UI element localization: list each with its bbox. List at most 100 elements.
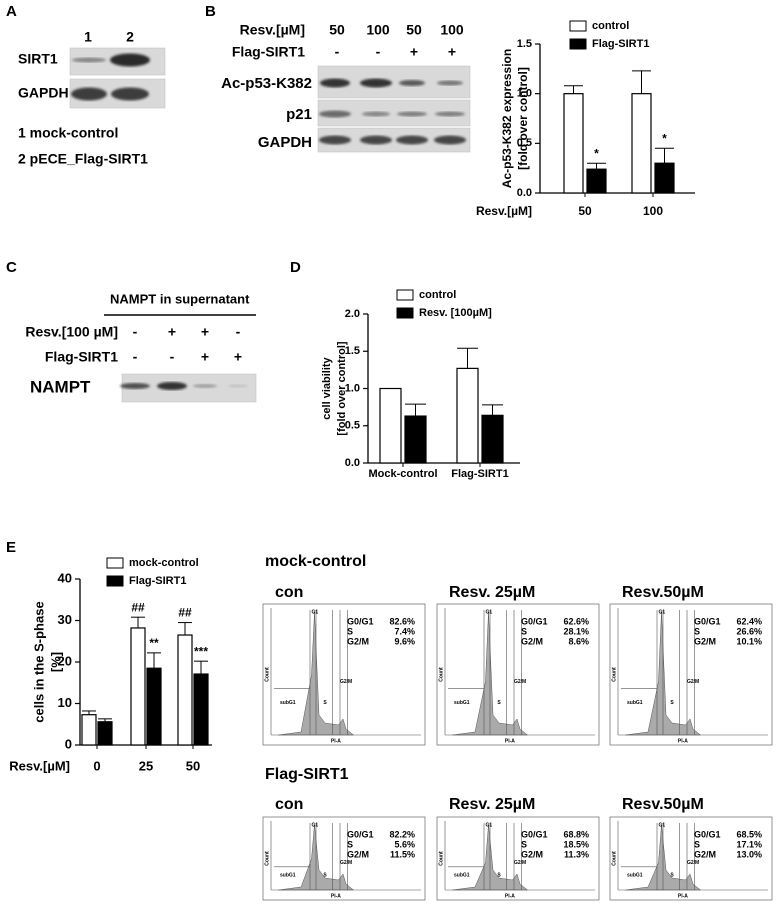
y-axis-label: Ac-p53-K382 expression xyxy=(500,49,514,188)
panel-letter: D xyxy=(290,259,301,276)
bar xyxy=(563,93,584,194)
row-label: NAMPT xyxy=(30,377,91,396)
plot-frame xyxy=(609,603,773,746)
stat-label: G0/G1 xyxy=(521,616,548,626)
stat-label: G2/M xyxy=(521,849,543,859)
legend-label: Resv. [100µM] xyxy=(419,307,492,319)
x-axis-label: Resv.[µM] xyxy=(476,204,532,218)
gate-label: G1 xyxy=(659,609,666,615)
panel-letter: E xyxy=(6,539,16,556)
error-bar xyxy=(131,616,145,628)
gate-label: subG1 xyxy=(454,700,470,706)
condition-value: - xyxy=(133,349,138,365)
error-bar xyxy=(147,652,161,669)
bar xyxy=(146,667,162,746)
blot-band xyxy=(399,80,425,86)
blot-band xyxy=(228,384,248,388)
stat-label: G0/G1 xyxy=(694,616,721,626)
stat-value: 5.6% xyxy=(394,839,415,849)
axis-label: Count xyxy=(611,851,617,866)
blot-band xyxy=(110,53,150,67)
condition-value: 50 xyxy=(329,22,345,38)
stat-label: G2/M xyxy=(347,849,369,859)
bar xyxy=(379,387,402,464)
group-title: Flag-SIRT1 xyxy=(265,766,349,783)
legend-label: mock-control xyxy=(129,557,199,569)
bar xyxy=(456,367,479,464)
legend-swatch xyxy=(106,575,124,587)
significance-mark: *** xyxy=(194,644,208,658)
bar xyxy=(586,168,607,194)
error-bar xyxy=(482,404,503,416)
gate-label: G1 xyxy=(659,822,666,828)
gate-label: G2/M xyxy=(687,860,699,866)
condition-value: - xyxy=(170,349,175,365)
error-bar xyxy=(178,622,192,636)
blot-band xyxy=(396,135,428,145)
condition-value: + xyxy=(410,44,418,60)
legend-label: control xyxy=(419,289,456,301)
gate-label: subG1 xyxy=(454,872,470,878)
gate-label: G1 xyxy=(486,609,493,615)
stat-label: G2/M xyxy=(694,849,716,859)
blot-band xyxy=(193,384,217,388)
condition-value: + xyxy=(168,324,176,340)
stat-value: 18.5% xyxy=(563,839,589,849)
lane-label: 2 xyxy=(126,29,134,45)
stat-value: 8.6% xyxy=(568,636,589,646)
blot-band xyxy=(434,135,466,145)
plot-title: con xyxy=(275,796,303,813)
condition-label: Resv.[µM] xyxy=(240,22,305,38)
y-tick-label: 20 xyxy=(58,653,72,668)
stat-value: 68.8% xyxy=(563,829,589,839)
stat-value: 13.0% xyxy=(736,849,762,859)
gate-label: S xyxy=(670,700,674,706)
legend-label: Flag-SIRT1 xyxy=(592,38,649,50)
blot-band xyxy=(437,80,463,86)
condition-value: + xyxy=(234,349,242,365)
axis-label: Count xyxy=(611,667,617,682)
x-tick-label: 50 xyxy=(578,204,592,218)
y-tick-label: 0 xyxy=(65,736,72,751)
y-tick-label: 1.5 xyxy=(517,38,532,50)
x-tick-label: 25 xyxy=(139,758,153,773)
legend-text: 1 mock-control xyxy=(18,125,118,141)
gate-label: subG1 xyxy=(627,700,643,706)
stat-value: 26.6% xyxy=(736,626,762,636)
bar xyxy=(404,415,427,464)
error-bar xyxy=(632,70,651,94)
significance-mark: * xyxy=(662,131,667,145)
stat-label: G0/G1 xyxy=(347,616,374,626)
stat-label: S xyxy=(347,626,353,636)
y-tick-label: 0.0 xyxy=(517,187,532,199)
stat-label: G2/M xyxy=(521,636,543,646)
lane-label: 1 xyxy=(84,29,92,45)
blot-band xyxy=(120,383,150,389)
gate-label: S xyxy=(670,872,674,878)
legend-swatch xyxy=(569,20,587,32)
stat-value: 17.1% xyxy=(736,839,762,849)
plot-title: Resv.50µM xyxy=(622,584,704,601)
blot-header: NAMPT in supernatant xyxy=(110,291,250,306)
axis-label: Count xyxy=(438,851,444,866)
x-tick-label: Flag-SIRT1 xyxy=(451,468,508,480)
blot-band xyxy=(319,110,351,118)
group-title: mock-control xyxy=(265,553,366,570)
legend-swatch xyxy=(396,307,414,319)
gate-label: subG1 xyxy=(627,872,643,878)
axis-label: PI-A xyxy=(505,893,515,899)
axis-label: PI-A xyxy=(678,738,688,744)
blot-band xyxy=(71,87,107,101)
y-tick-label: 1.0 xyxy=(345,382,360,394)
axis-label: PI-A xyxy=(505,738,515,744)
bar xyxy=(481,414,504,464)
blot-band xyxy=(320,78,350,88)
gate-label: G2/M xyxy=(340,860,352,866)
bar xyxy=(97,721,113,746)
x-tick-label: Mock-control xyxy=(368,468,437,480)
y-axis-label: [fold over control] xyxy=(516,67,530,170)
error-bar xyxy=(98,718,112,722)
gate-label: subG1 xyxy=(280,700,296,706)
y-tick-label: 0.5 xyxy=(517,137,532,149)
